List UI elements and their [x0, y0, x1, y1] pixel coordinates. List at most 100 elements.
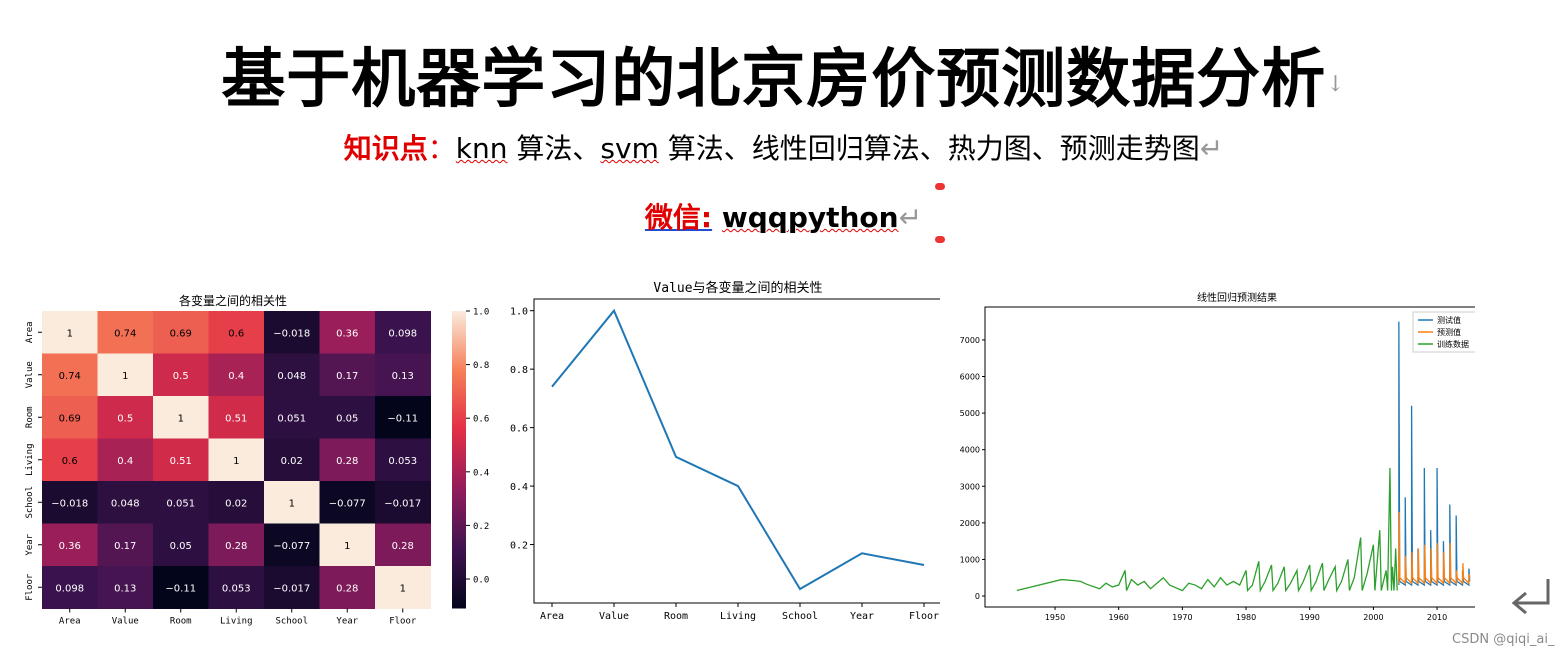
heatmap-cell	[264, 438, 320, 482]
heatmap-x-label: Area	[59, 617, 81, 627]
heatmap-cell	[319, 353, 376, 397]
heatmap-cell-label: 1	[122, 371, 128, 382]
colorbar-tick-label: 0.0	[473, 576, 489, 586]
y-tick-label: 7000	[960, 336, 980, 345]
heatmap-cell-label: 0.098	[388, 328, 417, 339]
heatmap-cell	[153, 566, 209, 609]
heatmap-cell-label: 0.053	[388, 456, 417, 467]
heatmap-cell	[208, 311, 265, 354]
x-tick-label: 2000	[1363, 613, 1383, 622]
heatmap-y-label: Year	[25, 533, 35, 555]
heatmap-cell	[375, 481, 431, 524]
x-tick-label: Room	[664, 611, 688, 622]
heatmap-cell-label: 1	[178, 413, 184, 424]
heatmap-cell-label: 0.4	[228, 371, 244, 382]
heatmap-cell	[375, 566, 431, 609]
knowledge-text-b: 算法、线性回归算法、热力图、预测走势图	[658, 132, 1200, 165]
heatmap-y-label: Value	[25, 361, 35, 388]
x-tick-label: Floor	[909, 611, 939, 622]
heatmap-cell-label: 0.051	[166, 498, 195, 509]
heatmap-cell-label: 0.17	[336, 371, 358, 382]
heatmap-cell-label: 0.69	[170, 328, 192, 339]
heatmap-cell	[319, 566, 376, 609]
heatmap-cell	[42, 481, 98, 524]
x-tick-label: Value	[599, 611, 629, 622]
heatmap-y-label: Living	[25, 443, 35, 476]
heatmap-cell	[208, 438, 265, 482]
heatmap-cell	[319, 523, 376, 567]
heatmap-x-label: School	[275, 617, 308, 627]
heatmap-cell-label: 0.17	[114, 541, 136, 552]
wechat-id: wqqpython	[721, 201, 899, 234]
heatmap-cell	[208, 396, 265, 439]
heatmap-cell-label: 0.51	[225, 413, 247, 424]
page-title: 基于机器学习的北京房价预测数据分析↓	[221, 42, 1346, 117]
legend-label: 测试值	[1437, 315, 1461, 325]
y-tick-label: 0.2	[510, 541, 528, 552]
legend-label: 预测值	[1437, 327, 1461, 337]
colorbar-tick-label: 1.0	[473, 308, 489, 318]
heatmap-cell	[97, 396, 154, 439]
heatmap-cell	[153, 396, 209, 439]
heatmap-cell-label: 1	[67, 328, 73, 339]
heatmap-cell-label: −0.11	[165, 583, 196, 594]
heatmap-x-label: Floor	[389, 617, 417, 627]
heatmap-cell-label: −0.077	[273, 541, 310, 552]
x-tick-label: 2010	[1427, 613, 1447, 622]
heatmap-cell-label: −0.018	[51, 498, 88, 509]
y-tick-label: 0	[975, 592, 980, 601]
heatmap-cell	[375, 353, 431, 397]
heatmap-cell	[97, 353, 154, 397]
knowledge-points: 知识点：knn 算法、svm 算法、线性回归算法、热力图、预测走势图↵	[0, 127, 1567, 167]
colorbar-tick-label: 0.4	[473, 468, 489, 478]
heatmap-cell	[264, 481, 320, 524]
heatmap-cell	[153, 481, 209, 524]
heatmap-cell	[264, 523, 320, 567]
return-mark-icon: ↵	[1199, 132, 1224, 165]
watermark: CSDN @qiqi_ai_	[1452, 632, 1555, 647]
heatmap-x-label: Year	[336, 617, 358, 627]
x-tick-label: 1980	[1236, 613, 1256, 622]
heatmap-y-label: Floor	[25, 573, 35, 601]
heatmap-cell-label: 0.05	[170, 541, 192, 552]
y-tick-label: 0.6	[510, 424, 528, 435]
plot-area	[984, 306, 1475, 608]
heatmap-cell	[375, 396, 431, 439]
knowledge-text-a: 算法、	[507, 132, 601, 165]
heatmap-cell-label: 0.13	[114, 583, 136, 594]
heatmap-cell	[375, 311, 431, 354]
heatmap-cell	[264, 396, 320, 439]
wechat-label: 微信:	[644, 201, 713, 234]
heatmap-cell-label: 1	[344, 541, 350, 552]
return-arrow-icon	[1511, 579, 1550, 615]
heatmap-cell-label: −0.017	[273, 583, 310, 594]
comment-marker-icon[interactable]	[935, 236, 945, 243]
regression-title: 线性回归预测结果	[1197, 291, 1277, 304]
y-tick-label: 1.0	[510, 307, 528, 318]
heatmap-cell	[153, 353, 209, 397]
heatmap-cell-label: 0.05	[336, 413, 358, 424]
heatmap-cell	[97, 523, 154, 567]
x-tick-label: 1970	[1172, 613, 1192, 622]
heatmap-cell	[42, 396, 98, 439]
heatmap-cell	[264, 353, 320, 397]
x-tick-label: School	[782, 611, 818, 622]
heatmap-cell	[375, 523, 431, 567]
heatmap-cell	[42, 353, 98, 397]
heatmap-cell-label: −0.11	[387, 413, 418, 424]
heatmap-cell-label: 0.6	[62, 456, 78, 467]
heatmap-cell	[319, 311, 376, 354]
heatmap-cell-label: 0.02	[225, 498, 247, 509]
heatmap-cell	[319, 396, 376, 439]
heatmap-cell	[208, 523, 265, 567]
y-tick-label: 0.4	[510, 482, 528, 493]
heatmap-cell-label: 0.51	[170, 456, 192, 467]
heatmap-cell	[42, 438, 98, 482]
heatmap-cell	[97, 481, 154, 524]
line-chart-title: Value与各变量之间的相关性	[653, 280, 822, 296]
heatmap-x-label: Value	[112, 617, 139, 627]
y-tick-label: 0.8	[510, 365, 528, 376]
comment-marker-icon[interactable]	[935, 183, 945, 190]
knowledge-svm: svm	[600, 132, 659, 165]
heatmap-cell-label: 0.28	[336, 456, 358, 467]
